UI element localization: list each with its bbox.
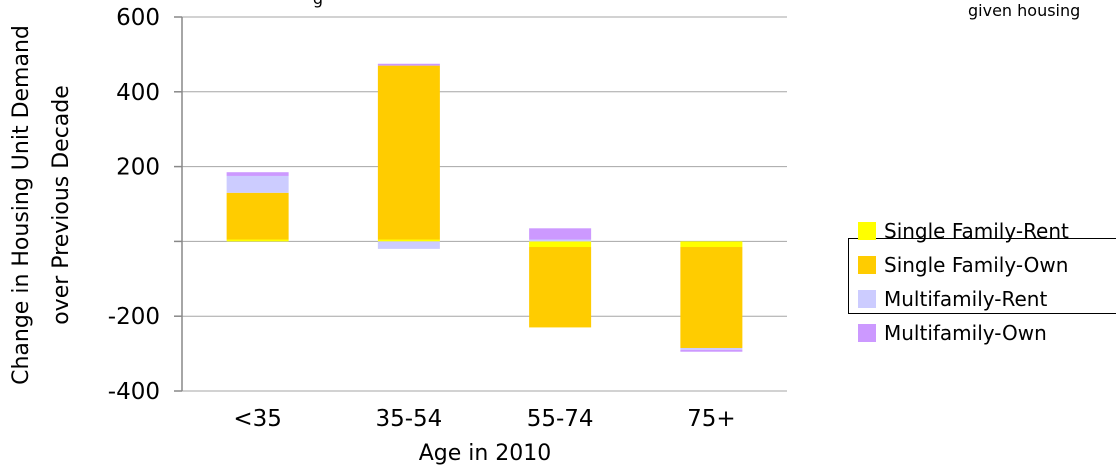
- bar-segment: [529, 228, 592, 240]
- legend-swatch-multifamily-rent: [858, 290, 876, 308]
- x-ticks: <35 35-54 55-74 75+: [233, 406, 735, 432]
- y-tick-label: -400: [108, 379, 160, 405]
- bar-segment: [377, 239, 440, 242]
- bar-segment: [226, 172, 289, 176]
- legend-label-single-family-rent: Single Family-Rent: [884, 219, 1069, 243]
- clipped-note-text: given housing: [968, 1, 1080, 20]
- legend: Single Family-Rent Single Family-Own Mul…: [858, 214, 1069, 350]
- y-tick-label: 400: [116, 80, 160, 106]
- bar-segment: [680, 349, 743, 352]
- x-tick-label: 35-54: [375, 406, 442, 432]
- bar-segment: [529, 247, 592, 328]
- y-tick-label: -200: [108, 304, 160, 330]
- bar-segment: [377, 65, 440, 240]
- bar-segment: [377, 63, 440, 66]
- x-tick-label: 55-74: [527, 406, 594, 432]
- clipped-title-text: g: [313, 0, 323, 8]
- legend-item-single-family-own: Single Family-Own: [858, 248, 1069, 282]
- bar-segment: [529, 241, 592, 248]
- bar-segment: [226, 239, 289, 242]
- y-ticks: -400 -200 200 400 600: [108, 5, 182, 405]
- bar-segment: [680, 347, 743, 350]
- legend-swatch-multifamily-own: [858, 324, 876, 342]
- y-tick-label: 600: [116, 5, 160, 31]
- legend-label-multifamily-own: Multifamily-Own: [884, 321, 1047, 345]
- bars-layer: [226, 63, 743, 352]
- bar-segment: [226, 192, 289, 240]
- legend-frame: [848, 238, 1116, 314]
- y-axis-label-line2: over Previous Decade: [49, 85, 74, 325]
- x-tick-label: 75+: [687, 406, 736, 432]
- legend-label-multifamily-rent: Multifamily-Rent: [884, 287, 1048, 311]
- legend-item-multifamily-rent: Multifamily-Rent: [858, 282, 1069, 316]
- legend-swatch-single-family-own: [858, 256, 876, 274]
- bar-segment: [680, 247, 743, 348]
- legend-label-single-family-own: Single Family-Own: [884, 253, 1069, 277]
- x-axis-label: Age in 2010: [419, 441, 552, 466]
- legend-swatch-single-family-rent: [858, 222, 876, 240]
- x-tick-label: <35: [233, 406, 282, 432]
- legend-item-multifamily-own: Multifamily-Own: [858, 316, 1069, 350]
- bar-segment: [680, 241, 743, 248]
- legend-item-single-family-rent: Single Family-Rent: [858, 214, 1069, 248]
- bar-segment: [529, 239, 592, 242]
- y-axis-label-line1: Change in Housing Unit Demand: [9, 25, 34, 385]
- y-tick-label: 200: [116, 155, 160, 181]
- bar-segment: [377, 241, 440, 249]
- bar-segment: [226, 175, 289, 193]
